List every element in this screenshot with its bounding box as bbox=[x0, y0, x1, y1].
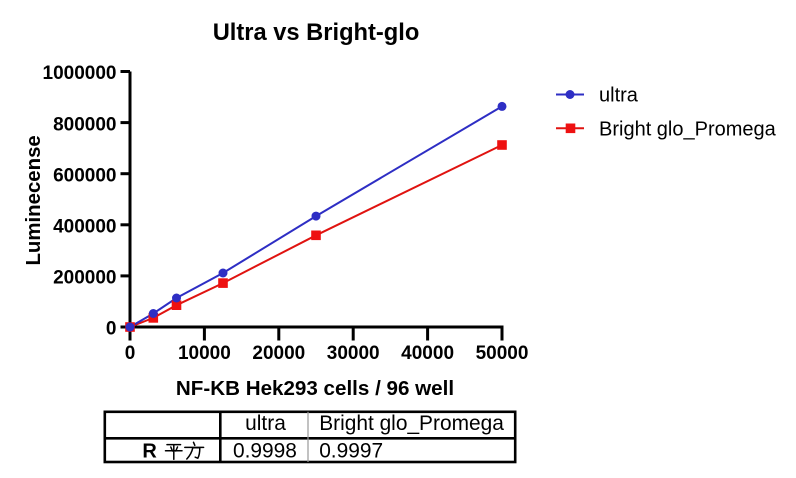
svg-text:0.9997: 0.9997 bbox=[319, 440, 383, 463]
svg-text:ultra: ultra bbox=[599, 85, 639, 107]
svg-text:40000: 40000 bbox=[401, 343, 454, 364]
svg-text:Bright glo_Promega: Bright glo_Promega bbox=[599, 118, 777, 140]
svg-text:800000: 800000 bbox=[53, 114, 116, 135]
svg-text:400000: 400000 bbox=[53, 217, 116, 238]
svg-text:10000: 10000 bbox=[178, 343, 231, 364]
svg-text:Luminecense: Luminecense bbox=[23, 135, 45, 265]
svg-text:0.9998: 0.9998 bbox=[233, 440, 297, 463]
svg-text:0: 0 bbox=[106, 319, 117, 340]
svg-text:1000000: 1000000 bbox=[43, 63, 117, 84]
svg-text:0: 0 bbox=[125, 343, 136, 364]
svg-text:NF-KB Hek293 cells / 96 well: NF-KB Hek293 cells / 96 well bbox=[176, 377, 454, 400]
svg-text:600000: 600000 bbox=[53, 165, 116, 186]
svg-text:Ultra vs Bright-glo: Ultra vs Bright-glo bbox=[213, 20, 420, 46]
svg-text:50000: 50000 bbox=[476, 343, 529, 364]
svg-text:Bright glo_Promega: Bright glo_Promega bbox=[319, 412, 504, 435]
svg-text:20000: 20000 bbox=[252, 343, 305, 364]
svg-text:R: R bbox=[142, 441, 157, 463]
svg-text:ultra: ultra bbox=[245, 412, 286, 435]
svg-text:30000: 30000 bbox=[327, 343, 380, 364]
svg-text:200000: 200000 bbox=[53, 268, 116, 289]
